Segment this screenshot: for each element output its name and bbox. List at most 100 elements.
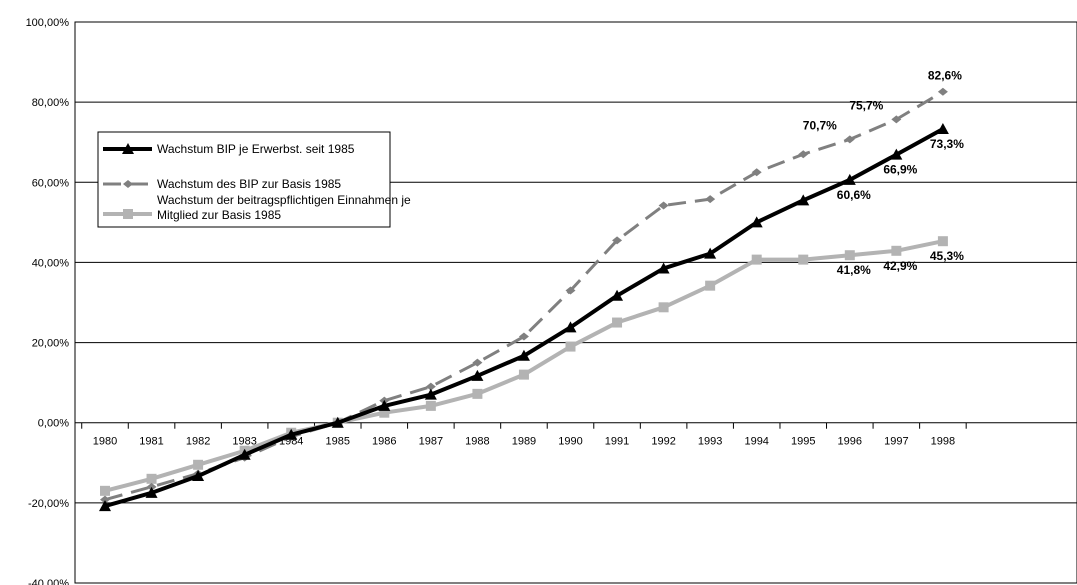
data-point (99, 500, 111, 512)
data-point (379, 407, 390, 418)
data-point (936, 122, 949, 134)
legend-label: Wachstum BIP je Erwerbst. seit 1985 (157, 142, 355, 156)
x-tick-label: 1996 (838, 436, 862, 448)
data-point (890, 148, 903, 160)
data-point (518, 369, 529, 380)
y-axis-ticks: 100,00% 80,00% 60,00% 40,00% 20,00% 0,00% -20,… (26, 17, 70, 585)
x-tick-label: 1989 (512, 436, 536, 448)
data-point (611, 289, 624, 301)
legend-entry-1: Wachstum BIP je Erwerbst. seit 1985 (103, 142, 355, 156)
legend-entry-2: Wachstum des BIP zur Basis 1985 (103, 177, 341, 191)
y-tick-label: 0,00% (38, 418, 69, 430)
data-point (612, 236, 623, 245)
x-tick-label: 1986 (372, 436, 396, 448)
series-1 (99, 122, 949, 512)
legend-marker (123, 209, 133, 219)
data-point (844, 135, 855, 144)
data-point (937, 236, 948, 247)
data-label: 75,7% (849, 98, 883, 112)
x-tick-label: 1983 (232, 436, 256, 448)
legend-label: Wachstum des BIP zur Basis 1985 (157, 177, 341, 191)
legend-label: Mitglied zur Basis 1985 (157, 208, 281, 222)
data-point (657, 262, 670, 274)
series-3 (100, 236, 948, 496)
y-tick-label: 40,00% (32, 257, 70, 269)
data-label: 73,3% (930, 137, 964, 151)
y-tick-label: 80,00% (32, 97, 70, 109)
x-tick-label: 1980 (93, 436, 117, 448)
data-label: 60,6% (837, 188, 871, 202)
data-point (843, 173, 856, 185)
legend-marker (122, 143, 134, 154)
data-point (798, 150, 809, 159)
legend-entry-3: Wachstum der beitragspflichtigen Einnahm… (103, 193, 411, 222)
data-point (658, 302, 669, 313)
x-tick-label: 1981 (139, 436, 163, 448)
y-tick-label: 100,00% (26, 17, 70, 29)
data-point (564, 321, 577, 333)
data-point (844, 250, 855, 261)
data-label: 66,9% (883, 163, 917, 177)
data-point (145, 486, 158, 498)
x-tick-label: 1991 (605, 436, 629, 448)
data-point (612, 317, 623, 328)
data-point (798, 254, 809, 265)
series-line (104, 239, 944, 493)
data-point (472, 358, 483, 367)
data-point (705, 280, 716, 291)
data-point (751, 168, 762, 177)
data-point (704, 247, 717, 259)
y-tick-label: -40,00% (28, 578, 69, 585)
data-point (285, 428, 298, 440)
data-point (192, 470, 205, 482)
y-tick-label: -20,00% (28, 498, 69, 510)
data-point (100, 485, 110, 496)
x-tick-label: 1992 (651, 436, 675, 448)
x-tick-label: 1990 (558, 436, 582, 448)
data-point (238, 448, 251, 460)
legend-marker (123, 180, 133, 188)
data-point (797, 194, 810, 206)
data-point (518, 332, 529, 341)
data-label: 41,8% (837, 263, 871, 277)
data-point (471, 369, 484, 381)
data-label: 70,7% (803, 118, 837, 132)
data-label: 45,3% (930, 249, 964, 263)
y-tick-label: 20,00% (32, 338, 70, 350)
x-tick-label: 1994 (744, 436, 768, 448)
legend: Wachstum BIP je Erwerbst. seit 1985 Wachs… (97, 131, 411, 228)
data-point (751, 254, 762, 265)
x-tick-label: 1982 (186, 436, 210, 448)
y-tick-label: 60,00% (32, 177, 70, 189)
data-point (472, 388, 483, 399)
data-point (331, 416, 344, 428)
data-point (193, 459, 204, 470)
data-point (750, 216, 763, 228)
x-tick-label: 1987 (419, 436, 443, 448)
data-labels: 82,6% 75,7% 70,7% 73,3% 66,9% 60,6% 45,3% 42,9%… (803, 69, 964, 277)
data-point (891, 245, 902, 256)
data-point (891, 115, 902, 124)
data-point (378, 399, 391, 411)
x-tick-label: 1988 (465, 436, 489, 448)
data-point (100, 495, 110, 504)
data-point (565, 286, 576, 295)
x-tick-label: 1993 (698, 436, 722, 448)
data-label: 82,6% (928, 69, 962, 83)
data-point (517, 349, 530, 361)
x-tick-label: 1997 (884, 436, 908, 448)
data-point (425, 382, 436, 391)
data-point (658, 201, 669, 210)
grid-layer (74, 21, 1077, 584)
data-point (424, 388, 437, 400)
data-point (146, 473, 157, 484)
data-label: 42,9% (883, 259, 917, 273)
data-point (425, 400, 436, 411)
series-layer (99, 87, 949, 512)
data-point (146, 482, 157, 491)
x-tick-label: 1998 (931, 436, 955, 448)
legend-label: Wachstum der beitragspflichtigen Einnahm… (157, 193, 411, 207)
x-tick-label: 1985 (326, 436, 350, 448)
data-point (565, 341, 576, 352)
data-point (705, 195, 716, 204)
